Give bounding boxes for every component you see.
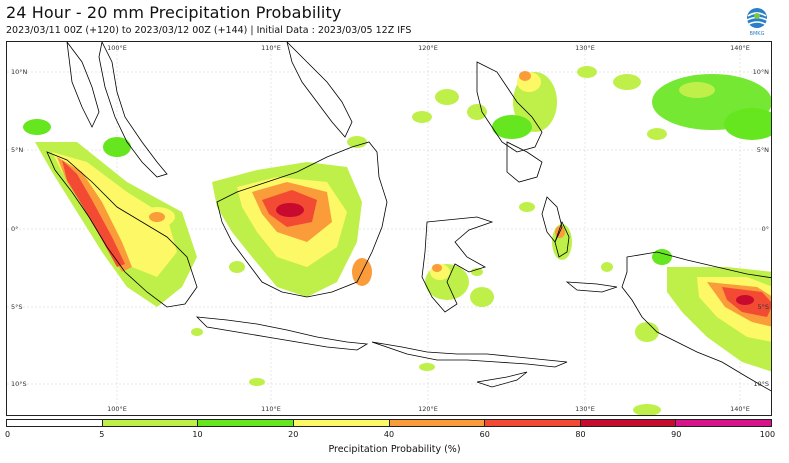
lon-label-top: 120°E [418,44,438,52]
lat-label-left: 0° [11,225,18,233]
coast-nusa-tenggara [371,341,568,368]
lat-label-left: 10°N [11,68,28,76]
lat-label-right: 0° [762,225,769,233]
colorbar-tick-labels: 0 5 10 20 40 60 80 90 100 [4,430,776,440]
colorbar-segment [579,420,676,426]
colorbar-segment [484,420,580,426]
colorbar-segment [388,420,485,426]
lat-label-left: 5°N [11,146,23,154]
coast-mindanao [506,141,543,183]
coast-java [195,316,369,351]
colorbar-tick-label: 90 [671,430,682,439]
coast-sulawesi [421,216,494,313]
map-panel[interactable]: 100°E 110°E 120°E 130°E 140°E 100°E 110°… [6,41,772,416]
coast-sumatra [46,151,198,308]
colorbar-segment [101,420,198,426]
lon-label-bottom: 130°E [575,405,595,413]
lon-label-top: 130°E [575,44,595,52]
coast-indochina [286,42,353,138]
lon-label-bottom: 100°E [107,405,127,413]
lon-label-top: 100°E [107,44,127,52]
lat-label-left: 5°S [11,303,23,311]
colorbar-tick-label: 20 [288,430,299,439]
colorbar-segment [7,420,102,426]
colorbar-segment [197,420,293,426]
colorbar-tick-label: 40 [383,430,395,439]
lat-labels-left: 10°N 5°N 0° 5°S 10°S [11,68,28,388]
colorbar-tick-label: 5 [99,430,105,439]
lat-label-right: 5°S [757,303,769,311]
lon-label-top: 110°E [261,44,281,52]
colorbar-tick-label: 0 [4,430,11,439]
coast-malay-peninsula [98,42,168,178]
coast-papua [621,251,771,392]
lat-label-right: 10°N [753,68,770,76]
lon-label-top: 140°E [730,44,750,52]
lon-label-bottom: 140°E [730,405,750,413]
coast-halmahera [554,220,570,258]
colorbar [6,419,772,427]
colorbar-tick-label: 100 [759,430,776,439]
precip-field-scattered [191,136,661,415]
colorbar-tick-label: 10 [192,430,203,439]
precip-field-borneo [212,162,372,297]
colorbar-tick-label: 80 [575,430,586,439]
lon-label-bottom: 110°E [261,405,281,413]
coastlines [46,42,771,392]
page-subtitle: 2023/03/11 00Z (+120) to 2023/03/12 00Z … [6,25,412,36]
precip-field-sumatra [23,119,197,307]
lat-label-right: 10°S [753,380,769,388]
coast-thailand-gulf [66,42,100,128]
page-title: 24 Hour - 20 mm Precipitation Probabilit… [6,3,342,22]
lon-labels-bottom: 100°E 110°E 120°E 130°E 140°E [107,405,750,413]
coast-timor [476,371,528,388]
precip-field-sulawesi [425,224,572,307]
precip-field-philippines [412,71,557,139]
colorbar-label: Precipitation Probability (%) [328,444,461,455]
lon-label-bottom: 120°E [418,405,438,413]
precip-field-north-pacific [577,66,771,140]
coast-borneo [216,141,388,298]
lat-label-right: 5°N [757,146,769,154]
logo-text: BMKG [750,31,765,37]
precipitation-map: 100°E 110°E 120°E 130°E 140°E 100°E 110°… [7,42,771,415]
lon-labels-top: 100°E 110°E 120°E 130°E 140°E [107,44,750,52]
colorbar-segment [292,420,389,426]
bmkg-logo-icon: BMKG [742,6,772,38]
lat-labels-right: 10°N 5°N 0° 5°S 10°S [753,68,770,388]
coast-philippines [476,61,543,153]
colorbar-segment [675,420,771,426]
coast-seram [565,281,618,293]
lat-label-left: 10°S [11,380,27,388]
precip-field-papua [635,249,771,372]
colorbar-tick-label: 60 [479,430,490,439]
